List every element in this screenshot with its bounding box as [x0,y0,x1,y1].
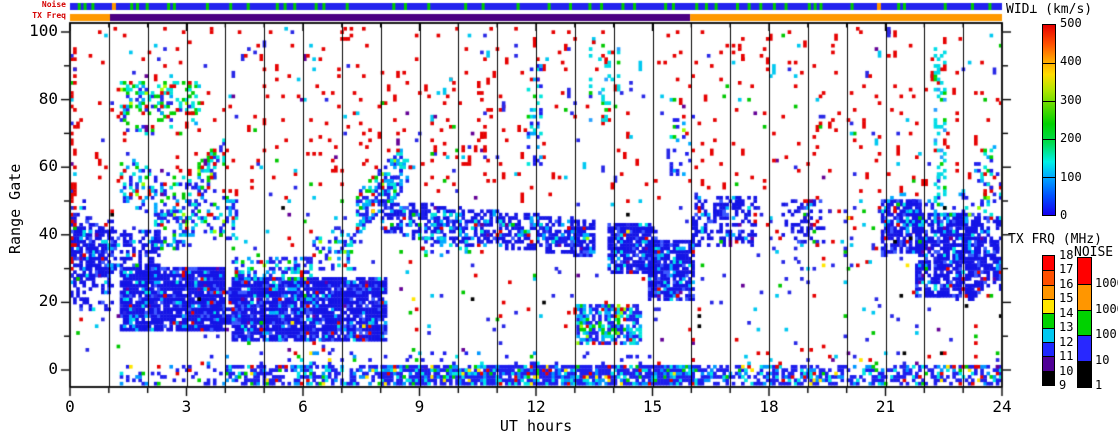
wid-colorbar-title: WID⊥ (km/s) [1006,2,1093,17]
txfrq-colorbar-block [1043,256,1054,271]
x-tick-label: 21 [875,397,896,416]
txfrq-colorbar-block [1043,284,1054,299]
txfrq-tick-label: 10 [1059,363,1074,378]
tx-freq-strip-label: TX Freq [32,11,66,20]
wid-tick-label: 200 [1060,131,1082,146]
noise-tick-label: 10000 [1095,275,1118,290]
noise-tick-label: 10 [1095,353,1110,368]
wid-tick-label: 0 [1060,208,1068,222]
wid-colorbar-tickline [1043,63,1055,64]
txfrq-colorbar-block [1043,298,1054,314]
wid-colorbar-tickline [1043,177,1055,178]
wid-tick-label: 400 [1060,54,1082,69]
x-tick-label: 15 [642,397,663,416]
x-tick-label: 18 [759,397,779,416]
x-tick-label: 3 [181,397,192,416]
noise-tick-label: 100 [1095,327,1117,342]
noise-colorbar-block [1078,361,1091,387]
txfrq-colorbar-block [1043,313,1054,328]
x-tick-label: 12 [526,397,546,416]
txfrq-tick-label: 15 [1059,291,1074,306]
x-tick-label: 0 [65,397,75,416]
noise-colorbar-block [1078,309,1091,336]
y-tick-label: 20 [38,291,58,311]
wid-tick-label: 100 [1060,169,1082,184]
txfrq-tick-label: 17 [1059,262,1074,277]
wid-colorbar [1042,24,1056,216]
wid-tick-label: 500 [1060,16,1082,30]
wid-colorbar-tickline [1043,139,1055,140]
noise-colorbar [1077,257,1092,388]
y-tick-label: 60 [38,156,58,176]
y-tick-label: 80 [38,88,58,108]
y-tick-label: 0 [48,359,58,378]
txfrq-colorbar-block [1043,356,1054,371]
y-tick-label: 40 [38,223,58,243]
txfrq-colorbar-block [1043,370,1054,385]
noise-strip-label: Noise [41,0,66,9]
noise-tick-label: 1 [1095,378,1103,392]
x-tick-label: 24 [992,397,1012,416]
wid-tick-label: 300 [1060,92,1082,107]
txfrq-colorbar [1042,255,1055,386]
txfrq-tick-label: 11 [1059,349,1074,364]
txfrq-tick-label: 16 [1059,276,1074,291]
wid-colorbar-tickline [1043,101,1055,102]
noise-colorbar-title: NOISE [1074,245,1114,260]
noise-colorbar-block [1078,335,1091,362]
txfrq-tick-label: 9 [1059,378,1067,392]
noise-colorbar-block [1078,283,1091,310]
y-tick-label: 100 [29,21,58,40]
x-tick-label: 9 [414,397,425,416]
txfrq-colorbar-block [1043,327,1054,342]
x-tick-label: 6 [298,397,308,416]
txfrq-colorbar-title: TX FRQ (MHz) [1008,232,1102,247]
noise-colorbar-block [1078,258,1091,284]
x-axis-title: UT hours [499,417,573,435]
txfrq-colorbar-block [1043,270,1054,285]
txfrq-tick-label: 13 [1059,320,1074,335]
txfrq-tick-label: 12 [1059,334,1074,349]
txfrq-tick-label: 18 [1059,248,1074,262]
txfrq-colorbar-block [1043,341,1054,357]
txfrq-tick-label: 14 [1059,305,1074,320]
